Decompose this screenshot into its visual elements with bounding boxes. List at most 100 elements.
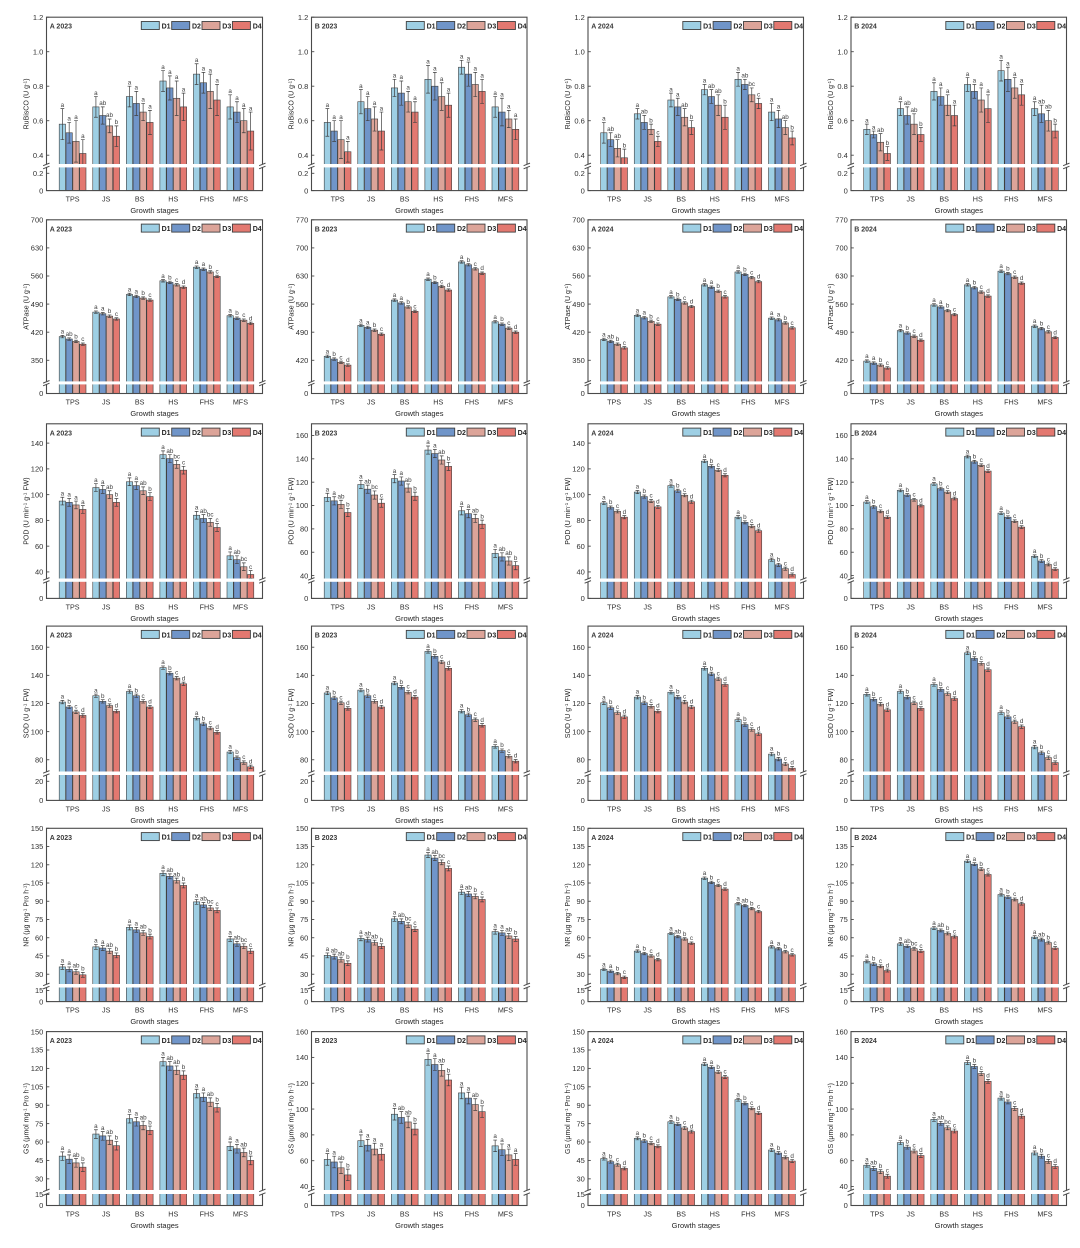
svg-text:b: b	[973, 280, 977, 287]
svg-text:HS: HS	[973, 804, 983, 813]
svg-text:b: b	[649, 117, 653, 124]
svg-text:HS: HS	[433, 1210, 443, 1219]
svg-text:BS: BS	[135, 195, 145, 204]
svg-text:b: b	[642, 1133, 646, 1140]
svg-text:d: d	[953, 690, 957, 697]
svg-text:d: d	[81, 707, 85, 714]
svg-text:bc: bc	[371, 484, 378, 491]
svg-text:b: b	[235, 310, 239, 317]
svg-text:0: 0	[304, 389, 308, 398]
svg-text:BS: BS	[135, 398, 145, 407]
svg-text:a: a	[999, 505, 1003, 512]
svg-text:b: b	[182, 1064, 186, 1071]
svg-text:c: c	[339, 354, 342, 361]
svg-text:ab: ab	[140, 1114, 148, 1121]
svg-text:ab: ab	[438, 1058, 446, 1065]
svg-text:75: 75	[35, 915, 43, 924]
svg-text:TPS: TPS	[331, 602, 345, 611]
svg-text:40: 40	[839, 571, 847, 580]
svg-text:a: a	[135, 475, 139, 482]
svg-text:A 2023: A 2023	[50, 633, 72, 640]
svg-text:b: b	[676, 1116, 680, 1123]
svg-text:b: b	[182, 876, 186, 883]
svg-text:d: d	[148, 699, 152, 706]
svg-text:a: a	[493, 314, 497, 321]
svg-text:770: 770	[835, 216, 848, 225]
svg-text:c: c	[784, 756, 787, 763]
svg-text:b: b	[886, 140, 890, 147]
svg-text:490: 490	[572, 300, 585, 309]
svg-text:B 2024: B 2024	[854, 1038, 877, 1045]
svg-text:a: a	[1033, 1144, 1037, 1151]
svg-text:FHS: FHS	[200, 195, 215, 204]
svg-text:c: c	[1047, 1153, 1050, 1160]
svg-text:b: b	[74, 333, 78, 340]
svg-text:30: 30	[576, 970, 584, 979]
svg-text:90: 90	[576, 897, 584, 906]
svg-text:b: b	[433, 274, 437, 281]
svg-text:75: 75	[839, 915, 847, 924]
svg-text:D1: D1	[966, 430, 975, 437]
svg-text:a: a	[636, 484, 640, 491]
svg-text:a: a	[228, 1135, 232, 1142]
svg-text:D4: D4	[1057, 430, 1066, 437]
svg-text:80: 80	[300, 525, 308, 534]
svg-text:D1: D1	[703, 1038, 712, 1045]
svg-text:80: 80	[35, 755, 43, 764]
svg-text:15: 15	[576, 986, 584, 995]
svg-text:0.6: 0.6	[837, 116, 847, 125]
svg-text:c: c	[339, 694, 342, 701]
svg-text:RuBisCO (U g-1): RuBisCO (U g-1)	[22, 78, 30, 129]
svg-text:a: a	[61, 329, 65, 336]
svg-text:BS: BS	[400, 1006, 410, 1015]
svg-text:d: d	[656, 499, 660, 506]
svg-text:GS (μmol mg-1 Pro h-1): GS (μmol mg-1 Pro h-1)	[22, 1083, 30, 1154]
svg-text:D1: D1	[162, 835, 171, 842]
svg-text:a: a	[493, 1133, 497, 1140]
svg-text:D3: D3	[764, 226, 773, 233]
svg-text:MFS: MFS	[1037, 1210, 1052, 1219]
svg-text:b: b	[676, 291, 680, 298]
svg-text:150: 150	[572, 824, 585, 833]
svg-text:a: a	[433, 1052, 437, 1059]
svg-text:0: 0	[844, 594, 848, 603]
svg-text:a: a	[669, 86, 673, 93]
svg-text:MFS: MFS	[774, 602, 789, 611]
svg-text:a: a	[966, 853, 970, 860]
svg-text:D4: D4	[518, 835, 527, 842]
svg-text:0: 0	[581, 389, 585, 398]
svg-text:a: a	[161, 1051, 165, 1058]
svg-text:b: b	[81, 966, 85, 973]
svg-text:c: c	[953, 928, 956, 935]
svg-text:420: 420	[296, 356, 309, 365]
svg-text:D1: D1	[703, 430, 712, 437]
svg-text:a: a	[932, 476, 936, 483]
svg-text:b: b	[148, 486, 152, 493]
svg-text:c: c	[380, 326, 383, 333]
svg-text:d: d	[215, 724, 219, 731]
svg-text:FHS: FHS	[1004, 1210, 1019, 1219]
svg-text:ab: ab	[904, 100, 912, 107]
svg-text:FHS: FHS	[200, 602, 215, 611]
svg-text:HS: HS	[433, 804, 443, 813]
svg-text:ab: ab	[681, 102, 689, 109]
svg-text:b: b	[500, 742, 504, 749]
svg-text:c: c	[81, 336, 84, 343]
svg-text:560: 560	[31, 272, 44, 281]
svg-text:a: a	[202, 261, 206, 268]
svg-text:a: a	[393, 675, 397, 682]
svg-text:TPS: TPS	[607, 602, 621, 611]
svg-text:a: a	[235, 1138, 239, 1145]
svg-text:b: b	[649, 313, 653, 320]
svg-text:c: c	[784, 1149, 787, 1156]
svg-text:a: a	[208, 67, 212, 74]
svg-text:b: b	[67, 699, 71, 706]
svg-text:a: a	[500, 924, 504, 931]
svg-text:TPS: TPS	[331, 398, 345, 407]
svg-text:100: 100	[572, 490, 585, 499]
svg-text:a: a	[669, 289, 673, 296]
svg-text:a: a	[339, 114, 343, 121]
svg-text:c: c	[912, 1142, 915, 1149]
svg-text:D1: D1	[703, 632, 712, 639]
svg-text:HS: HS	[168, 1210, 178, 1219]
